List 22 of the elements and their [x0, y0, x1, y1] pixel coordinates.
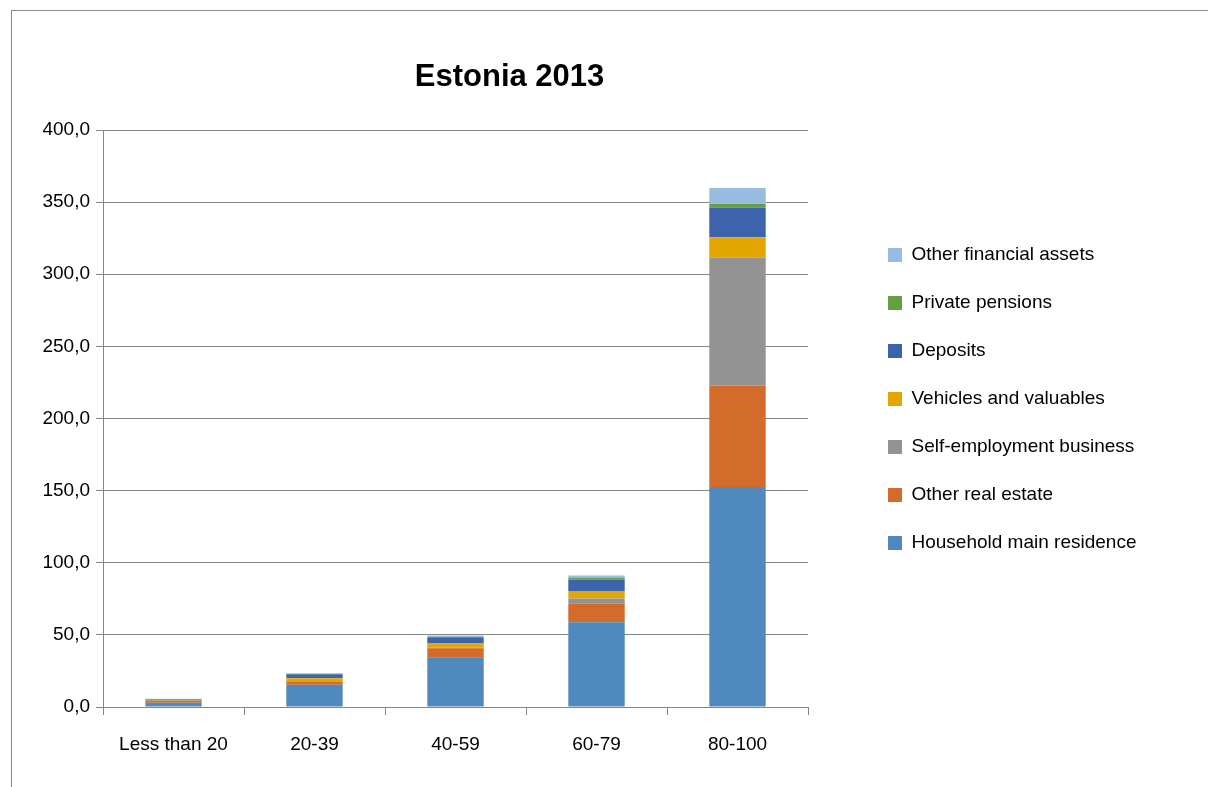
x-tick-label: 80-100 [707, 732, 768, 754]
y-tick-label: 350,0 [42, 190, 90, 212]
y-tick-label: 200,0 [42, 406, 90, 428]
y-tick-label: 150,0 [42, 478, 90, 500]
legend-label: Household main residence [911, 531, 1137, 553]
legend-label: Other financial assets [911, 243, 1095, 265]
x-tick-label: 20-39 [290, 732, 339, 754]
legend-label: Other real estate [911, 483, 1054, 505]
y-tick-label: 100,0 [42, 550, 90, 572]
chart-title: Estonia 2013 [414, 57, 605, 93]
y-tick-label: 300,0 [42, 262, 90, 284]
y-tick-label: 0,0 [63, 695, 90, 717]
y-tick-label: 50,0 [53, 623, 90, 645]
y-tick-label: 400,0 [42, 118, 90, 140]
x-tick-label: 40-59 [431, 732, 480, 754]
x-tick-label: 60-79 [572, 732, 621, 754]
legend-label: Deposits [911, 339, 986, 361]
x-tick-label: Less than 20 [119, 732, 228, 754]
legend-label: Vehicles and valuables [911, 387, 1105, 409]
y-tick-label: 250,0 [42, 334, 90, 356]
legend-label: Self-employment business [911, 435, 1135, 457]
legend-label: Private pensions [911, 291, 1052, 313]
